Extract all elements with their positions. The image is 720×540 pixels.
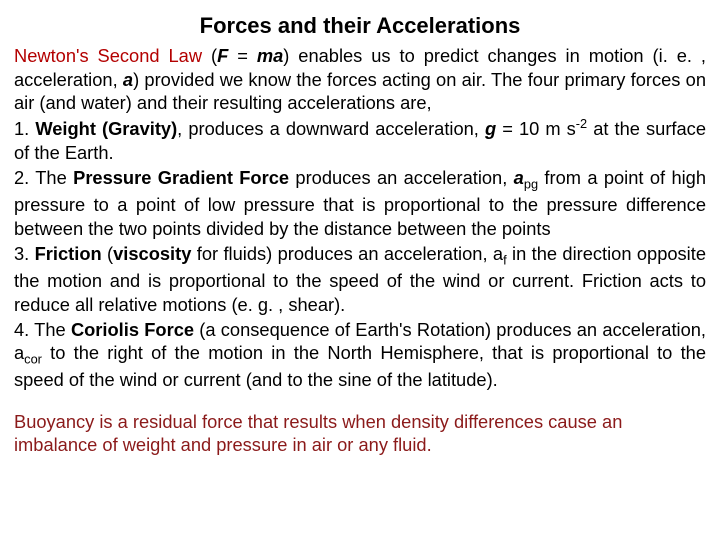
weight-gravity-label: Weight (Gravity)	[35, 118, 177, 139]
viscosity-label: viscosity	[113, 243, 191, 264]
document-page: Forces and their Accelerations Newton's …	[0, 0, 720, 540]
text-fragment: 1.	[14, 118, 35, 139]
symbol-F: F	[217, 45, 228, 66]
symbol-apg: a	[514, 167, 524, 188]
symbol-ma: ma	[257, 45, 283, 66]
text-fragment: (	[202, 45, 217, 66]
text-fragment: produces an acceleration,	[289, 167, 514, 188]
text-fragment: 3.	[14, 243, 35, 264]
friction-label: Friction	[35, 243, 102, 264]
text-fragment: to the right of the motion in the North …	[14, 342, 706, 390]
pressure-gradient-label: Pressure Gradient Force	[73, 167, 289, 188]
item-3-paragraph: 3. Friction (viscosity for fluids) produ…	[14, 242, 706, 316]
subscript: pg	[524, 177, 538, 192]
item-2-paragraph: 2. The Pressure Gradient Force produces …	[14, 166, 706, 240]
item-4-paragraph: 4. The Coriolis Force (a consequence of …	[14, 318, 706, 392]
text-fragment: for fluids) produces an acceleration, a	[191, 243, 503, 264]
page-title: Forces and their Accelerations	[14, 12, 706, 40]
buoyancy-paragraph: Buoyancy is a residual force that result…	[14, 410, 706, 457]
text-fragment: =	[228, 45, 257, 66]
text-fragment: 2. The	[14, 167, 73, 188]
text-fragment: , produces a downward acceleration,	[177, 118, 485, 139]
symbol-a: a	[123, 69, 133, 90]
superscript: -2	[576, 116, 587, 131]
coriolis-label: Coriolis Force	[71, 319, 194, 340]
text-fragment: = 10 m s	[496, 118, 576, 139]
text-fragment: 4. The	[14, 319, 71, 340]
newtons-law-label: Newton's Second Law	[14, 45, 202, 66]
intro-paragraph: Newton's Second Law (F = ma) enables us …	[14, 44, 706, 114]
item-1-paragraph: 1. Weight (Gravity), produces a downward…	[14, 116, 706, 164]
text-fragment: (	[102, 243, 113, 264]
subscript: cor	[24, 352, 42, 367]
symbol-g: g	[485, 118, 496, 139]
